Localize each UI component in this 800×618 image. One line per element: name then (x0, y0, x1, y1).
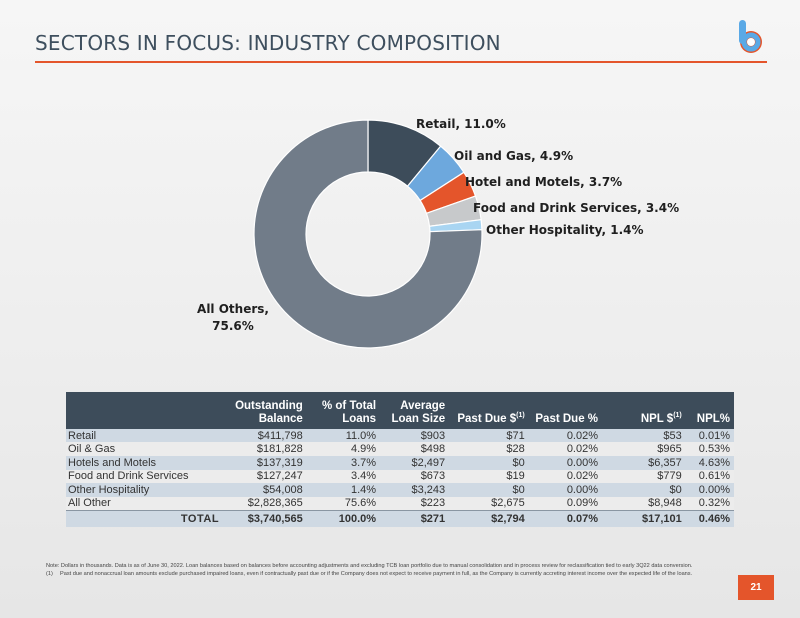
table-row: All Other $2,828,365 75.6% $223 $2,675 0.09% $… (66, 496, 734, 511)
table-cell: 75.6% (306, 496, 381, 511)
donut-chart: Retail, 11.0% Oil and Gas, 4.9% Hotel and … (197, 117, 679, 349)
page-title: SECTORS IN FOCUS: INDUSTRY COMPOSITION (35, 31, 501, 55)
footnote-mark: (1) (46, 571, 53, 578)
table-cell: 0.00% (528, 483, 603, 497)
slice-label: Hotel and Motels, 3.7% (465, 175, 622, 189)
table-cell: 0.02% (528, 442, 603, 457)
total-label: TOTAL (66, 509, 224, 528)
table-cell: $181,828 (223, 442, 307, 457)
row-label: Hotels and Motels (66, 456, 224, 470)
table-cell: $779 (602, 469, 686, 484)
table-cell: 0.53% (685, 442, 734, 457)
table-cell: $498 (380, 442, 450, 457)
table-cell: $0 (602, 483, 686, 497)
table-cell: $965 (602, 442, 686, 457)
total-cell: $271 (380, 509, 450, 528)
table-cell: $673 (380, 469, 450, 484)
table-row: Hotels and Motels $137,319 3.7% $2,497 $0 0.0… (66, 456, 734, 470)
row-label: Other Hospitality (66, 483, 224, 497)
column-header: Average Loan Size (380, 392, 450, 429)
slice-label: Other Hospitality, 1.4% (486, 223, 644, 237)
table-cell: 0.32% (685, 496, 734, 511)
slice-label: 75.6% (212, 319, 254, 333)
footnotes: Note: Dollars in thousands. Data is as o… (46, 562, 726, 579)
table-cell: $71 (449, 428, 529, 443)
donut-slice (253, 119, 483, 349)
table-cell: $0 (449, 456, 529, 470)
row-label: All Other (66, 496, 224, 511)
title-divider (35, 61, 767, 63)
slice-label: All Others, (197, 302, 269, 316)
total-cell: 0.46% (685, 509, 734, 528)
column-header: Outstanding Balance (223, 392, 307, 429)
table-cell: $903 (380, 428, 450, 443)
table-cell: $6,357 (602, 456, 686, 470)
table-cell: $8,948 (602, 496, 686, 511)
table-cell: $223 (380, 496, 450, 511)
table-cell: 4.9% (306, 442, 381, 457)
table-cell: $411,798 (223, 428, 307, 443)
table-cell: 4.63% (685, 456, 734, 470)
table-row: Oil & Gas $181,828 4.9% $498 $28 0.02% $965 0.5… (66, 442, 734, 457)
table-cell: $54,008 (223, 483, 307, 497)
page-number: 21 (738, 575, 774, 600)
table-cell: $0 (449, 483, 529, 497)
table-cell: 0.00% (685, 483, 734, 497)
table-cell: 3.4% (306, 469, 381, 484)
table-cell: 0.02% (528, 469, 603, 484)
table-cell: $19 (449, 469, 529, 484)
table-cell: 0.00% (528, 456, 603, 470)
table-cell: 1.4% (306, 483, 381, 497)
row-label: Food and Drink Services (66, 469, 224, 484)
table-cell: 0.09% (528, 496, 603, 511)
table-cell: 0.02% (528, 428, 603, 443)
table-cell: $53 (602, 428, 686, 443)
footnote-text: Past due and nonaccrual loan amounts exc… (60, 571, 693, 578)
total-cell: 100.0% (306, 509, 381, 528)
table-cell: 0.61% (685, 469, 734, 484)
slice-label: Food and Drink Services, 3.4% (473, 201, 679, 215)
total-cell: 0.07% (528, 509, 603, 528)
total-cell: $2,794 (449, 509, 529, 528)
column-header: % of Total Loans (306, 392, 381, 429)
table-row: Food and Drink Services $127,247 3.4% $673 $… (66, 469, 734, 484)
b-logo-icon (739, 20, 762, 53)
column-header (66, 392, 224, 429)
table-cell: $2,828,365 (223, 496, 307, 511)
table-row: Other Hospitality $54,008 1.4% $3,243 $0 0.00… (66, 483, 734, 497)
table-total-row: TOTAL $3,740,565 100.0% $271 $2,794 0.07% $17,… (66, 509, 734, 528)
table-cell: $137,319 (223, 456, 307, 470)
table-header-row: Outstanding Balance% of Total Loans Average… (66, 392, 734, 429)
column-header: NPL% (685, 392, 734, 429)
table-cell: 0.01% (685, 428, 734, 443)
table-cell: $2,675 (449, 496, 529, 511)
row-label: Oil & Gas (66, 442, 224, 457)
industry-table: Outstanding Balance% of Total Loans Average… (66, 392, 734, 528)
column-header: Past Due % (528, 392, 603, 429)
column-header: Past Due $(1) (449, 392, 529, 429)
row-label: Retail (66, 428, 224, 443)
slice-label: Retail, 11.0% (416, 117, 506, 131)
slice-label: Oil and Gas, 4.9% (454, 149, 573, 163)
table-cell: $127,247 (223, 469, 307, 484)
table-cell: $3,243 (380, 483, 450, 497)
table-cell: $2,497 (380, 456, 450, 470)
column-header: NPL $(1) (602, 392, 686, 429)
note-main: Note: Dollars in thousands. Data is as o… (46, 563, 693, 569)
table-cell: 3.7% (306, 456, 381, 470)
table-row: Retail $411,798 11.0% $903 $71 0.02% $53 0.01% (66, 428, 734, 443)
table-cell: $28 (449, 442, 529, 457)
table-cell: 11.0% (306, 428, 381, 443)
total-cell: $17,101 (602, 509, 686, 528)
total-cell: $3,740,565 (223, 509, 307, 528)
